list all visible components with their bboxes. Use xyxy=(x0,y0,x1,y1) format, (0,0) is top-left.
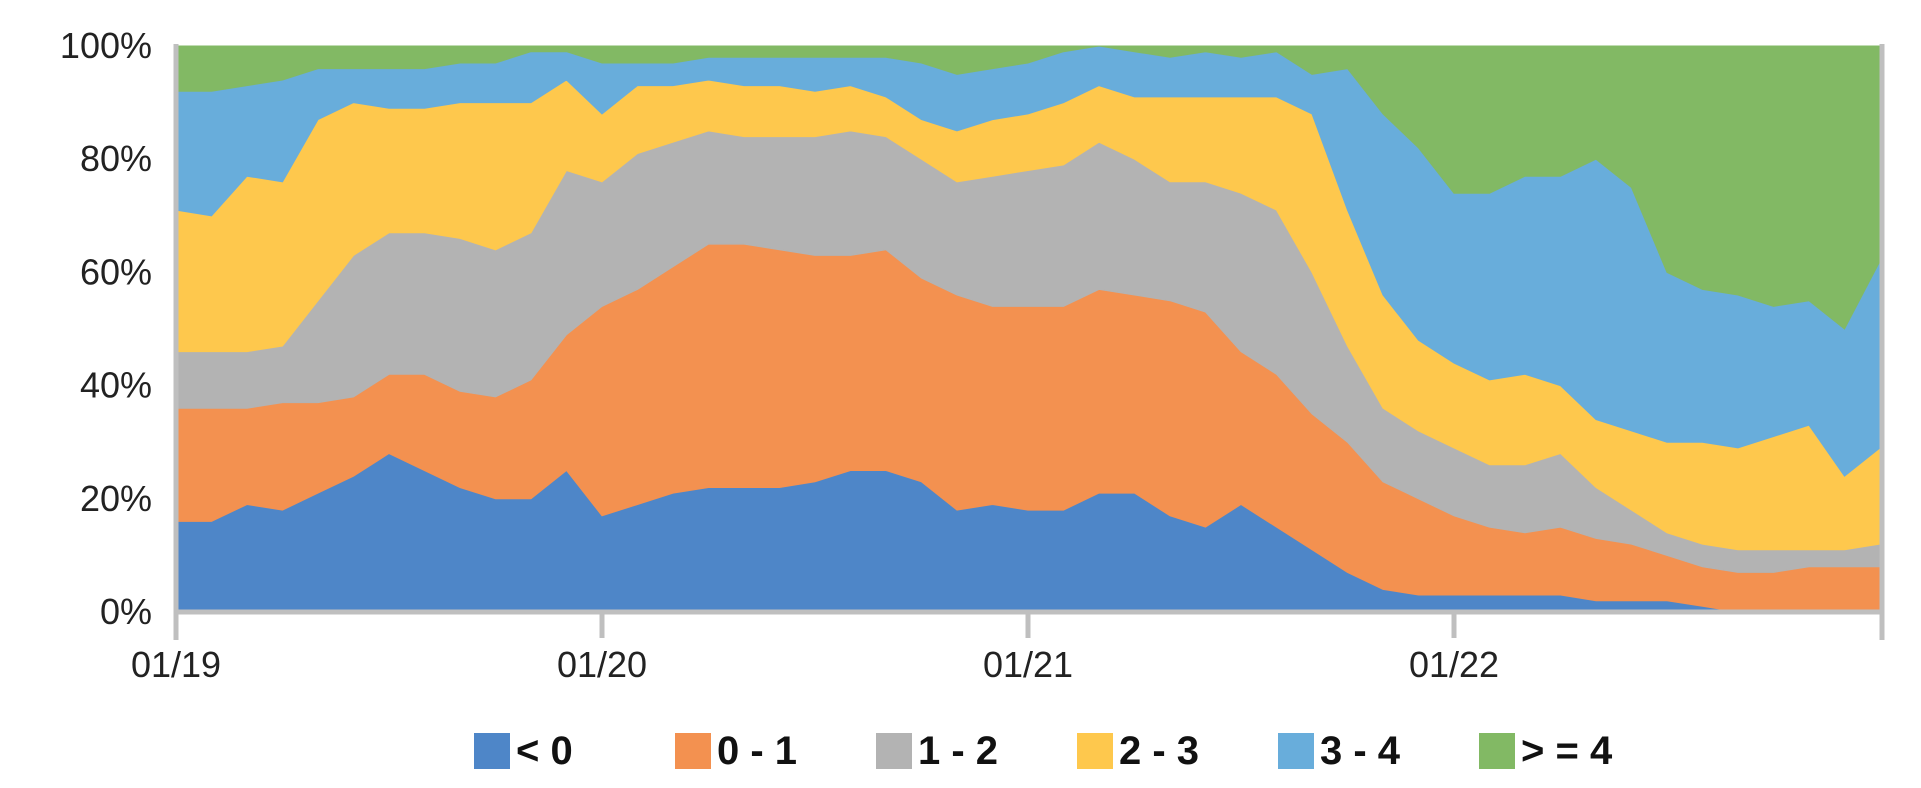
x-tick-label: 01/19 xyxy=(131,644,221,685)
x-tick-label: 01/20 xyxy=(557,644,647,685)
legend-label: 2 - 3 xyxy=(1119,729,1199,773)
y-tick-labels: 0% 20% 40% 60% 80% 100% xyxy=(60,25,152,632)
legend-swatch xyxy=(1077,733,1113,769)
area-series-group xyxy=(175,45,1881,613)
legend-label: 3 - 4 xyxy=(1320,729,1401,773)
legend: < 0 0 - 1 1 - 2 2 - 3 3 - 4 > = 4 xyxy=(474,729,1613,773)
x-tick-labels: 01/19 01/20 01/21 01/22 xyxy=(131,644,1499,685)
y-tick-label: 40% xyxy=(80,365,152,406)
legend-swatch xyxy=(474,733,510,769)
legend-swatch xyxy=(675,733,711,769)
y-tick-label: 60% xyxy=(80,251,152,292)
legend-label: < 0 xyxy=(516,729,573,773)
x-tick-label: 01/22 xyxy=(1409,644,1499,685)
y-tick-label: 100% xyxy=(60,25,152,66)
axes xyxy=(173,44,1885,640)
legend-label: > = 4 xyxy=(1521,729,1613,773)
legend-swatch xyxy=(876,733,912,769)
legend-swatch xyxy=(1479,733,1515,769)
legend-label: 1 - 2 xyxy=(918,729,998,773)
legend-swatch xyxy=(1278,733,1314,769)
y-tick-label: 80% xyxy=(80,138,152,179)
y-tick-label: 0% xyxy=(100,591,152,632)
y-tick-label: 20% xyxy=(80,478,152,519)
legend-label: 0 - 1 xyxy=(717,729,797,773)
x-tick-label: 01/21 xyxy=(983,644,1073,685)
